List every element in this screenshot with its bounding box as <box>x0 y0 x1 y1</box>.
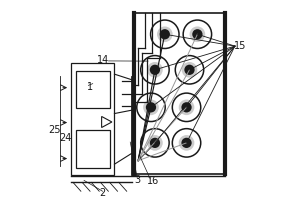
Polygon shape <box>102 116 112 128</box>
Circle shape <box>157 26 172 42</box>
Text: 24: 24 <box>59 133 71 143</box>
Text: 14: 14 <box>97 55 109 65</box>
Circle shape <box>147 135 163 151</box>
Bar <box>134 13 225 174</box>
Bar <box>76 71 110 108</box>
Circle shape <box>150 65 160 75</box>
Circle shape <box>182 138 192 148</box>
Circle shape <box>190 26 205 42</box>
Text: 2: 2 <box>100 188 106 198</box>
Circle shape <box>184 65 195 75</box>
Circle shape <box>179 100 194 115</box>
Circle shape <box>150 138 160 148</box>
Bar <box>71 63 115 175</box>
Circle shape <box>146 102 156 112</box>
Text: 15: 15 <box>234 41 246 51</box>
Circle shape <box>182 62 197 78</box>
Circle shape <box>182 102 192 112</box>
Bar <box>76 130 110 168</box>
Text: 3: 3 <box>134 175 140 185</box>
Circle shape <box>192 29 203 39</box>
Circle shape <box>147 62 163 78</box>
Circle shape <box>160 29 170 39</box>
Text: 16: 16 <box>147 176 159 186</box>
Circle shape <box>179 135 194 151</box>
Text: 1: 1 <box>87 82 93 92</box>
Text: 25: 25 <box>48 125 61 135</box>
Circle shape <box>143 100 159 115</box>
